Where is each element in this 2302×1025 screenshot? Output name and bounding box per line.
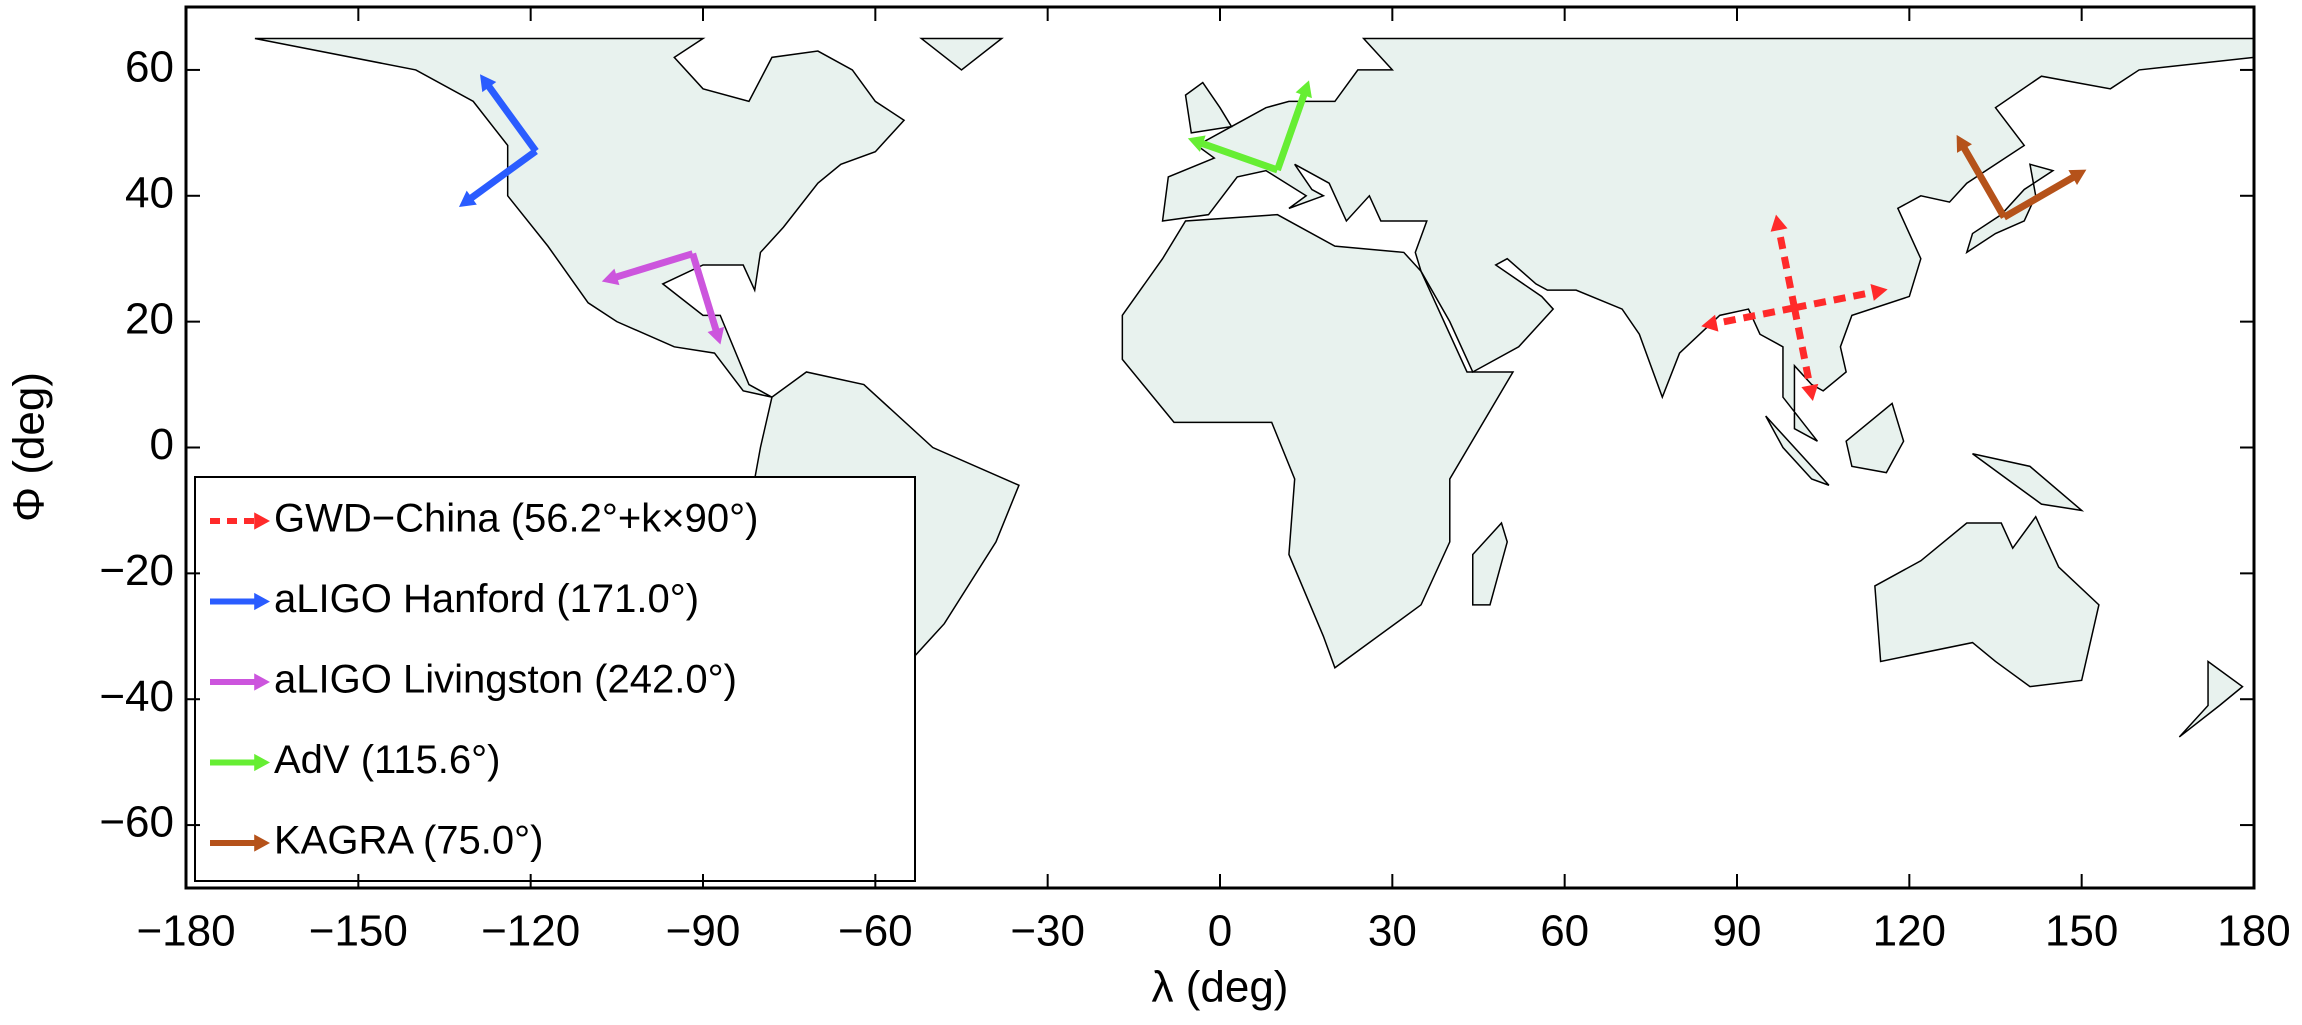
detector-arm bbox=[608, 250, 694, 283]
legend-label: AdV (115.6°) bbox=[274, 738, 500, 782]
legend-swatch-head bbox=[254, 673, 270, 691]
legend-label: aLIGO Hanford (171.0°) bbox=[274, 577, 699, 621]
x-tick-label: −90 bbox=[666, 907, 741, 956]
y-tick-label: 60 bbox=[125, 43, 174, 92]
x-tick-label: 120 bbox=[1873, 907, 1946, 956]
detector-arm bbox=[481, 78, 539, 154]
detector-arm bbox=[1957, 140, 2008, 219]
detector-arm-head bbox=[707, 326, 725, 345]
x-tick-label: −30 bbox=[1010, 907, 1085, 956]
y-tick-label: 40 bbox=[125, 168, 174, 217]
detector-arm bbox=[689, 252, 722, 338]
detector-arm bbox=[1791, 307, 1815, 394]
landmass bbox=[919, 37, 1004, 71]
x-tick-label: −150 bbox=[309, 907, 408, 956]
x-tick-label: −60 bbox=[838, 907, 913, 956]
y-tick-label: 0 bbox=[150, 420, 174, 469]
detector-arm-head bbox=[1956, 134, 1972, 153]
x-tick-label: −120 bbox=[481, 907, 580, 956]
x-tick-label: 150 bbox=[2045, 907, 2118, 956]
detector-arm-head bbox=[1187, 135, 1206, 152]
detector-arm-head bbox=[1770, 214, 1788, 232]
landmass bbox=[1972, 453, 2085, 512]
detector-arm-head bbox=[1870, 283, 1888, 301]
x-tick-label: 0 bbox=[1208, 907, 1232, 956]
y-tick-label: −20 bbox=[99, 546, 174, 595]
x-axis-label: λ (deg) bbox=[1152, 963, 1289, 1012]
detector-arm-head bbox=[479, 74, 497, 93]
legend-swatch-head bbox=[254, 834, 270, 852]
legend-label: KAGRA (75.0°) bbox=[274, 819, 543, 863]
y-tick-label: −60 bbox=[99, 798, 174, 847]
detector-arm-head bbox=[1801, 383, 1819, 401]
legend-swatch-head bbox=[254, 753, 270, 772]
detector-arm-head bbox=[1295, 80, 1312, 99]
landmass bbox=[1845, 402, 1905, 474]
landmass bbox=[1874, 515, 2100, 688]
detector-arm bbox=[2002, 170, 2082, 221]
legend-box bbox=[194, 476, 916, 882]
detector-layer bbox=[458, 74, 2087, 401]
x-tick-label: 180 bbox=[2217, 907, 2290, 956]
detector-arm bbox=[1194, 137, 1279, 174]
detector-arm-head bbox=[2068, 169, 2087, 186]
y-tick-label: 20 bbox=[125, 294, 174, 343]
legend-label: aLIGO Livingston (242.0°) bbox=[274, 658, 737, 702]
landmass bbox=[1765, 415, 1830, 486]
detector-arm-head bbox=[1701, 314, 1719, 332]
legend-label: GWD−China (56.2°+k×90°) bbox=[274, 497, 758, 541]
y-axis-label: Φ (deg) bbox=[5, 372, 54, 522]
landmass bbox=[1161, 37, 2254, 442]
landmass bbox=[1184, 81, 1233, 134]
detector-arm bbox=[463, 148, 538, 206]
y-tick-label: −40 bbox=[99, 672, 174, 721]
landmass bbox=[2178, 659, 2244, 738]
detector-arm-head bbox=[458, 190, 477, 207]
landmass bbox=[254, 37, 906, 398]
x-tick-label: −180 bbox=[136, 907, 235, 956]
x-tick-label: 90 bbox=[1713, 907, 1762, 956]
detector-arm bbox=[1793, 287, 1881, 312]
legend-swatch-head bbox=[254, 592, 270, 611]
x-tick-label: 30 bbox=[1368, 907, 1417, 956]
landmass bbox=[1472, 521, 1509, 606]
landmass bbox=[1121, 213, 1515, 669]
landmass bbox=[1965, 163, 2055, 255]
x-tick-label: 60 bbox=[1540, 907, 1589, 956]
legend-swatch-head bbox=[254, 512, 270, 530]
detector-arm bbox=[1774, 221, 1798, 309]
detector-arm bbox=[1274, 86, 1310, 172]
detector-arm-head bbox=[601, 268, 620, 286]
detector-arm bbox=[1708, 304, 1796, 329]
